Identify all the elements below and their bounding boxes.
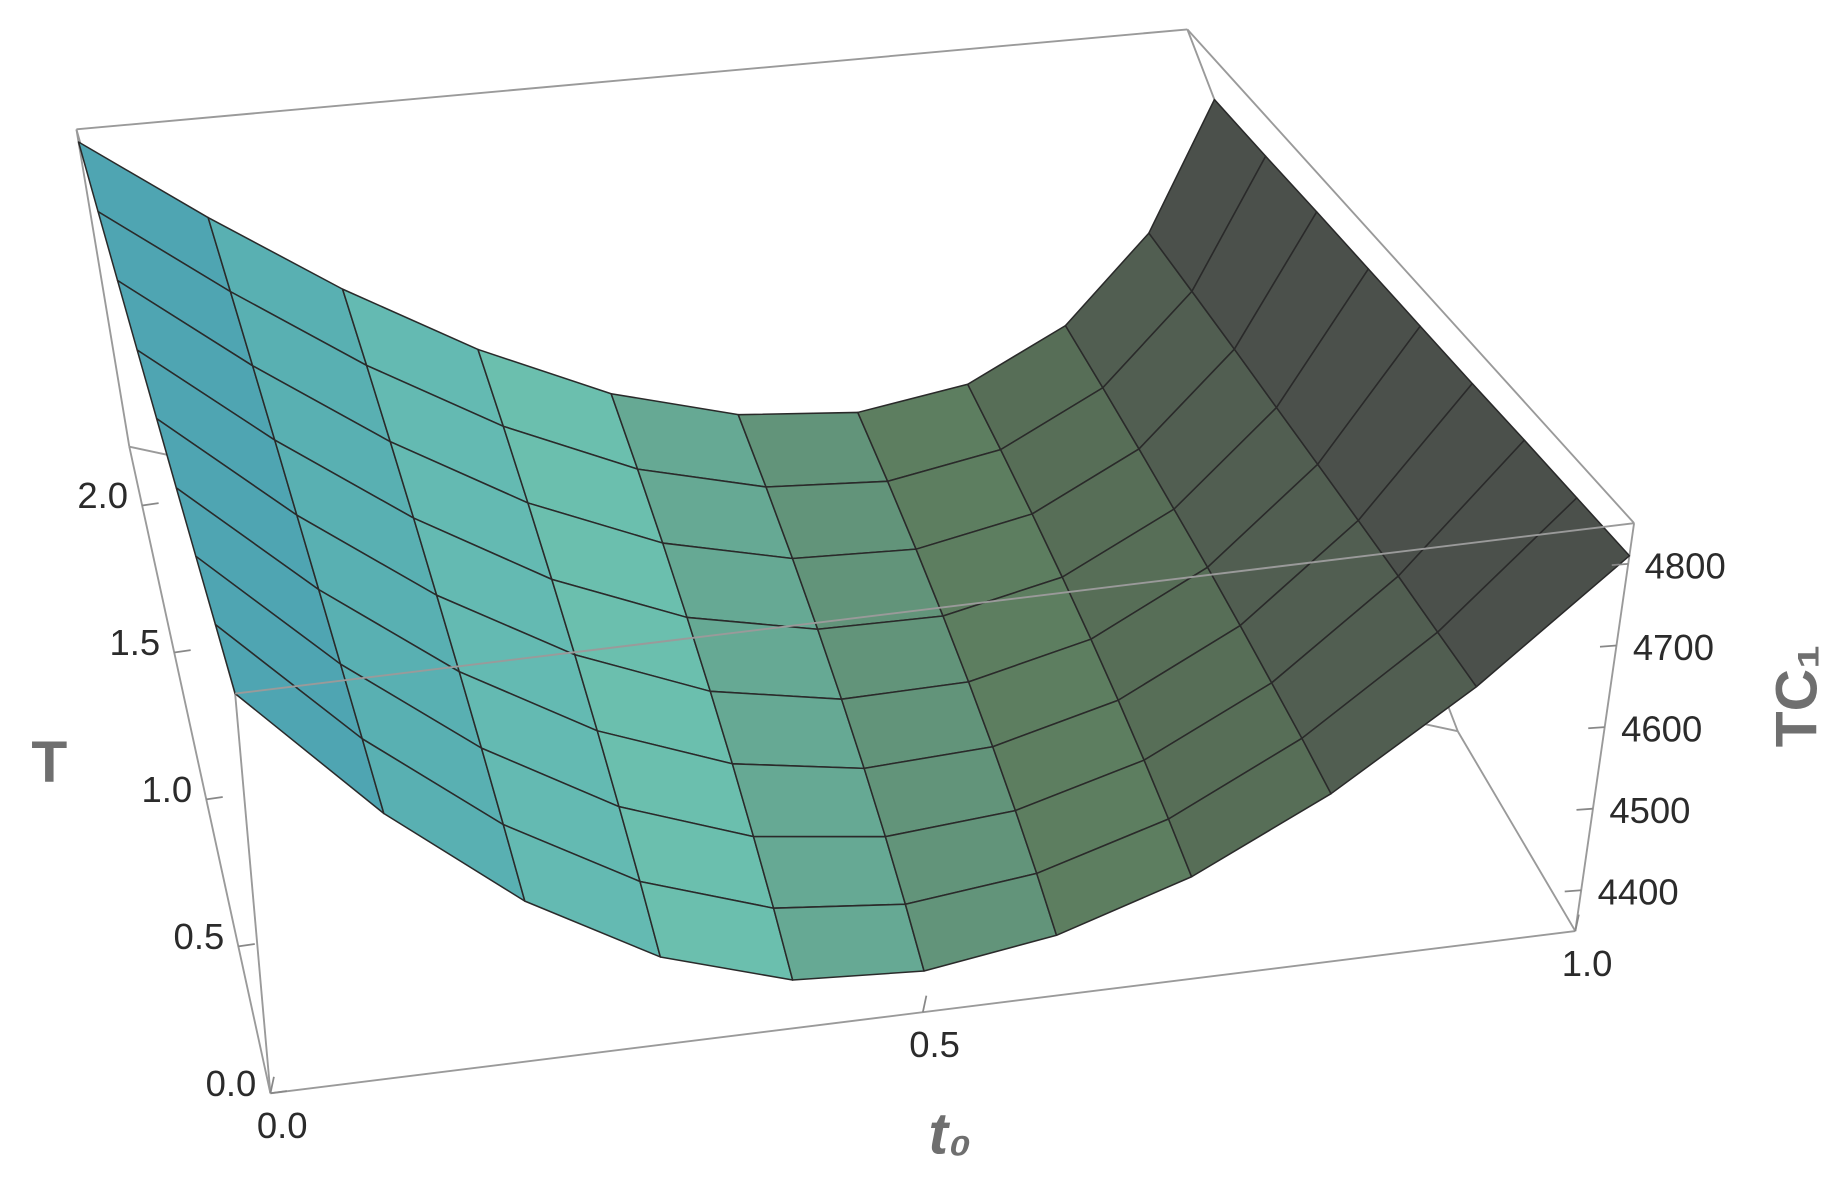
y-tick bbox=[206, 796, 223, 801]
z-tick-label: 4400 bbox=[1598, 872, 1679, 913]
y-tick-label: 1.5 bbox=[109, 622, 160, 663]
z-tick bbox=[1611, 563, 1629, 566]
x-axis-label: t₀ bbox=[929, 1102, 972, 1167]
box-edge bbox=[234, 693, 272, 1094]
box-edge bbox=[1186, 28, 1635, 524]
z-tick-label: 4700 bbox=[1633, 627, 1714, 668]
z-tick-label: 4600 bbox=[1621, 708, 1702, 749]
x-tick-label: 0.0 bbox=[257, 1105, 308, 1146]
z-tick-label: 4500 bbox=[1609, 790, 1690, 831]
box-edge bbox=[75, 129, 131, 447]
x-tick-label: 0.5 bbox=[909, 1024, 960, 1065]
y-tick-label: 0.0 bbox=[206, 1063, 257, 1104]
surface-patch bbox=[709, 690, 865, 770]
x-tick-label: 1.0 bbox=[1562, 943, 1613, 984]
y-axis-label: T bbox=[31, 730, 67, 795]
surface-patch bbox=[731, 763, 887, 838]
y-tick-label: 2.0 bbox=[77, 475, 128, 516]
z-tick bbox=[1599, 644, 1617, 648]
x-tick bbox=[1574, 914, 1580, 932]
z-axis-label: TC₁ bbox=[1765, 645, 1830, 748]
box-edge bbox=[235, 522, 1635, 695]
z-tick bbox=[1576, 807, 1594, 811]
y-tick-label: 0.5 bbox=[174, 916, 225, 957]
surface-patch bbox=[1436, 497, 1631, 688]
surface-patch bbox=[752, 835, 907, 909]
z-tick bbox=[1564, 889, 1582, 893]
z-tick bbox=[1588, 726, 1605, 730]
y-tick bbox=[142, 502, 159, 507]
box-edge bbox=[1456, 730, 1577, 932]
box-edge bbox=[128, 446, 272, 1094]
x-tick bbox=[921, 995, 928, 1013]
box-edge bbox=[76, 28, 1188, 131]
y-tick bbox=[174, 649, 191, 654]
x-tick bbox=[269, 1076, 275, 1094]
z-tick-label: 4800 bbox=[1645, 545, 1726, 586]
surface-patch bbox=[772, 903, 925, 981]
y-tick bbox=[238, 943, 255, 948]
y-tick-label: 1.0 bbox=[142, 769, 193, 810]
y-tick bbox=[270, 1090, 287, 1095]
